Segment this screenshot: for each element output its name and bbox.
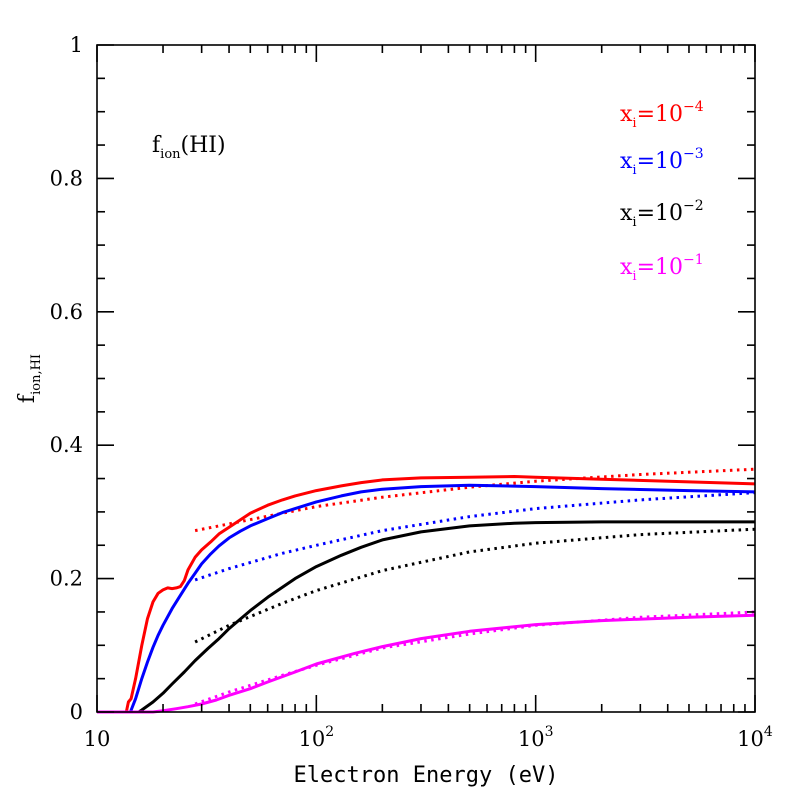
y-tick-label: 0.8	[50, 166, 83, 190]
series-2-dotted-line	[194, 491, 756, 582]
x-axis-title: Electron Energy (eV)	[294, 763, 559, 788]
legend-label-2: xi=10−3	[620, 146, 704, 178]
legend-label-1: xi=10−4	[620, 99, 704, 131]
series-1-solid-line	[97, 475, 756, 714]
frame-layer	[96, 44, 756, 713]
series-4-dotted-line	[194, 610, 756, 706]
y-tick-label: 0.2	[50, 567, 83, 591]
x-tick-label: 103	[518, 724, 554, 751]
legend-label-4: xi=10−1	[620, 252, 704, 284]
legend-label-3: xi=10−2	[620, 198, 704, 230]
series-4-solid-line	[97, 613, 756, 714]
panel-annotation: fion(HI)	[152, 133, 226, 162]
y-tick-label: 0	[70, 700, 83, 724]
x-tick-label: 102	[299, 724, 335, 751]
y-axis-title-group: fion,HI	[15, 354, 44, 403]
x-tick-label: 104	[737, 724, 773, 751]
text-layer: 0 0.2 0.4 0.6 0.8 1 10 102 103 104 Electron Energy…	[15, 33, 773, 788]
data-layer	[97, 467, 756, 714]
series-3-solid-line	[97, 520, 755, 714]
y-tick-label: 1	[70, 33, 83, 57]
series-3-dotted-line	[194, 527, 756, 644]
y-tick-label: 0.6	[50, 300, 83, 324]
y-axis-title: fion,HI	[15, 354, 44, 403]
y-tick-label: 0.4	[50, 433, 83, 457]
series-1-dotted-line	[194, 467, 756, 533]
x-tick-label: 10	[84, 727, 111, 751]
series-2-solid-line	[97, 483, 756, 714]
